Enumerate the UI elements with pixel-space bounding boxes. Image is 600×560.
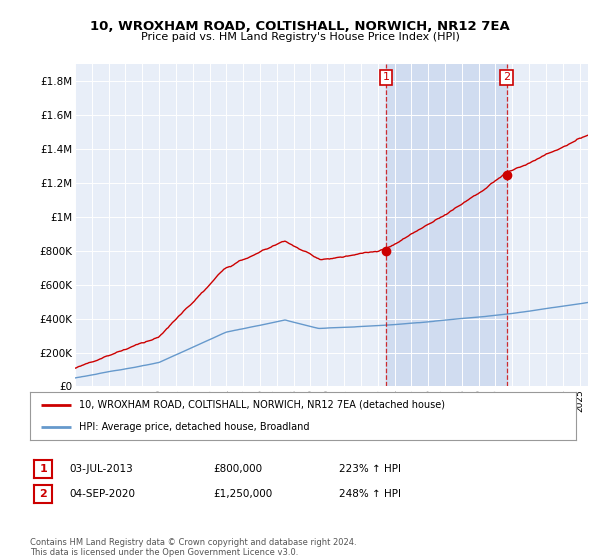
Text: HPI: Average price, detached house, Broadland: HPI: Average price, detached house, Broa… (79, 422, 310, 432)
Text: 2: 2 (503, 72, 511, 82)
Text: Contains HM Land Registry data © Crown copyright and database right 2024.
This d: Contains HM Land Registry data © Crown c… (30, 538, 356, 557)
Text: 10, WROXHAM ROAD, COLTISHALL, NORWICH, NR12 7EA (detached house): 10, WROXHAM ROAD, COLTISHALL, NORWICH, N… (79, 400, 445, 410)
Text: £1,250,000: £1,250,000 (213, 489, 272, 499)
Text: 2: 2 (40, 489, 47, 499)
Text: 10, WROXHAM ROAD, COLTISHALL, NORWICH, NR12 7EA: 10, WROXHAM ROAD, COLTISHALL, NORWICH, N… (90, 20, 510, 32)
Bar (386, 64, 507, 386)
Text: 03-JUL-2013: 03-JUL-2013 (69, 464, 133, 474)
Text: 223% ↑ HPI: 223% ↑ HPI (339, 464, 401, 474)
Text: 04-SEP-2020: 04-SEP-2020 (69, 489, 135, 499)
Text: Price paid vs. HM Land Registry's House Price Index (HPI): Price paid vs. HM Land Registry's House … (140, 32, 460, 43)
Text: 248% ↑ HPI: 248% ↑ HPI (339, 489, 401, 499)
Text: 1: 1 (40, 464, 47, 474)
Text: £800,000: £800,000 (213, 464, 262, 474)
Text: 1: 1 (383, 72, 389, 82)
